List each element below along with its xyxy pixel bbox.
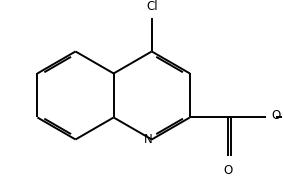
- Text: O: O: [272, 109, 281, 122]
- Text: Cl: Cl: [146, 0, 158, 13]
- Text: O: O: [224, 164, 233, 177]
- Text: N: N: [144, 133, 153, 146]
